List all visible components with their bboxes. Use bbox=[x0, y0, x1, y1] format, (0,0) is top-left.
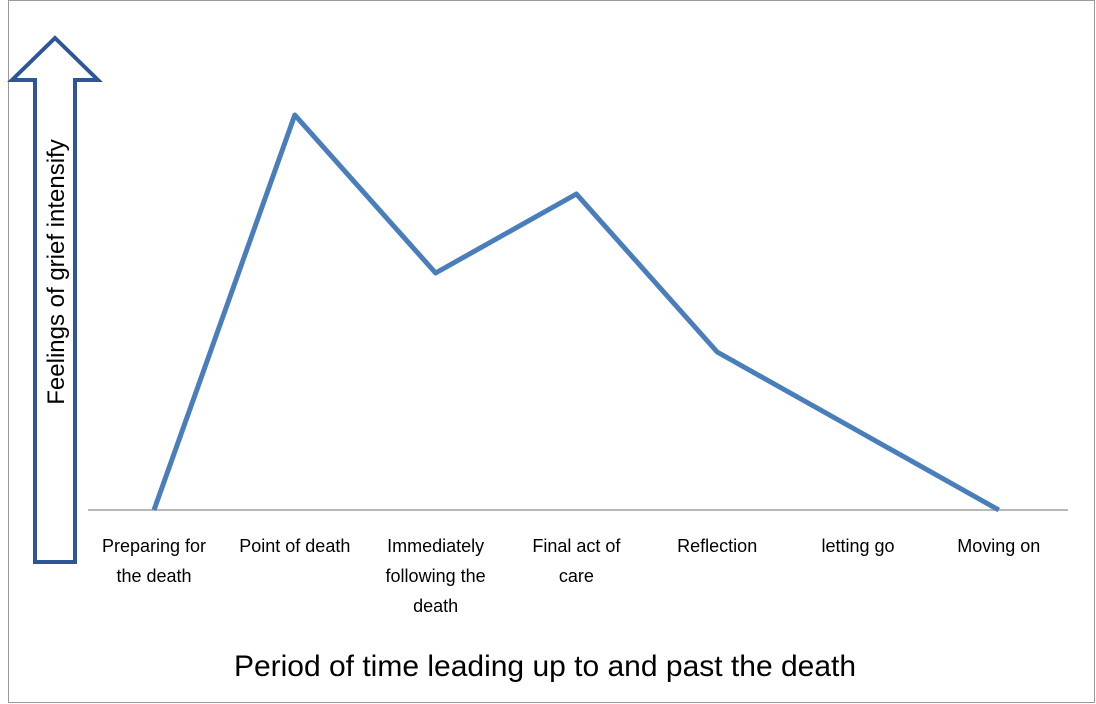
data-line bbox=[151, 112, 1001, 513]
x-tick-label: Point of death bbox=[239, 536, 351, 556]
x-label: Period of time leading up to and past th… bbox=[234, 650, 856, 683]
y-arrow bbox=[7, 35, 103, 564]
x-tick-label: Immediately following the death bbox=[385, 536, 486, 616]
x-tick-label: Reflection bbox=[677, 536, 758, 556]
x-tick-label: Preparing for the death bbox=[101, 536, 207, 586]
x-tick-label: Moving on bbox=[957, 536, 1041, 556]
frame bbox=[8, 0, 1095, 703]
x-tick-label: Final act of care bbox=[532, 536, 621, 586]
y-label: Feelings of grief intensify bbox=[43, 139, 70, 404]
x-tick-label: letting go bbox=[821, 536, 895, 556]
